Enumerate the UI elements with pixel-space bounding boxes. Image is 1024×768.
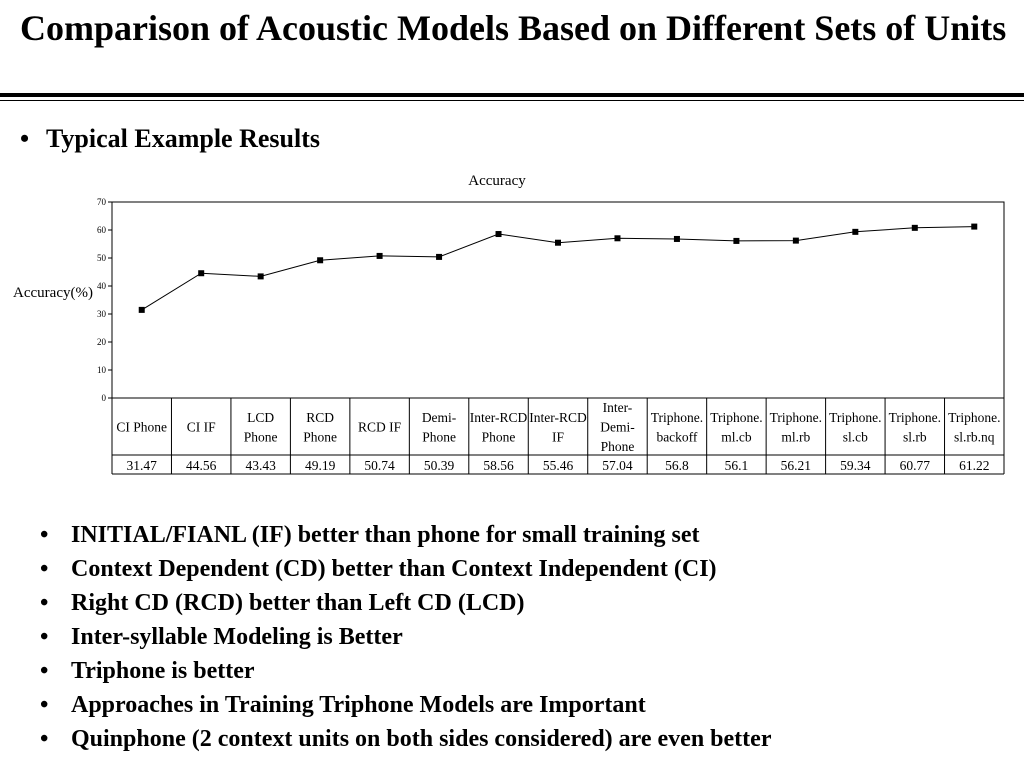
y-tick-label: 40: [97, 281, 107, 291]
category-label: Phone: [601, 439, 635, 454]
series-markers: [138, 223, 978, 313]
data-value-label: 56.8: [665, 458, 689, 473]
y-tick-label: 20: [97, 337, 107, 347]
data-point: [555, 239, 561, 246]
finding-item: Quinphone (2 context units on both sides…: [40, 722, 771, 756]
data-value-label: 58.56: [483, 458, 514, 473]
data-point: [495, 231, 502, 238]
findings-list: INITIAL/FIANL (IF) better than phone for…: [40, 518, 771, 756]
category-label: ml.rb: [781, 429, 810, 444]
category-label: RCD: [306, 410, 334, 425]
data-point: [138, 306, 145, 313]
data-point: [436, 253, 443, 260]
data-point: [673, 235, 680, 242]
slide-title: Comparison of Acoustic Models Based on D…: [20, 8, 1007, 48]
category-label: CI IF: [187, 420, 216, 435]
data-point: [198, 270, 205, 277]
y-axis-label: Accuracy(%): [13, 285, 93, 301]
data-point: [792, 237, 799, 244]
data-value-label: 59.34: [840, 458, 871, 473]
data-point: [614, 235, 621, 242]
subheading-text: Typical Example Results: [46, 124, 320, 153]
y-tick-label: 0: [102, 393, 107, 403]
category-label: sl.cb: [843, 429, 868, 444]
category-label: Triphone.: [710, 410, 762, 425]
data-value-label: 44.56: [186, 458, 217, 473]
y-tick-label: 50: [97, 253, 107, 263]
data-point: [733, 237, 740, 244]
category-label: Inter-: [603, 400, 633, 415]
category-label: CI Phone: [116, 420, 167, 435]
category-label: Phone: [422, 429, 456, 444]
data-point: [317, 257, 324, 264]
y-tick-label: 70: [97, 197, 107, 207]
accuracy-chart: Accuracy Accuracy(%) 0 10 20 30 40 50 60 70 CI …: [13, 173, 1005, 475]
category-label: Phone: [244, 429, 278, 444]
data-value-label: 56.1: [725, 458, 749, 473]
title-rule-thin: [0, 100, 1024, 101]
category-label: Demi-: [600, 420, 635, 435]
category-label: Triphone.: [948, 410, 1000, 425]
finding-item: Right CD (RCD) better than Left CD (LCD): [40, 586, 771, 620]
data-point: [257, 273, 264, 280]
category-label: Demi-: [422, 410, 457, 425]
category-label: Inter-RCD: [470, 410, 528, 425]
category-label: IF: [552, 429, 564, 444]
plot-area: [111, 201, 1005, 399]
data-value-label: 56.21: [781, 458, 811, 473]
finding-item: Approaches in Training Triphone Models a…: [40, 688, 771, 722]
subheading-bullet: •: [20, 124, 30, 153]
series-line: [141, 226, 975, 311]
y-tick-label: 60: [97, 225, 107, 235]
data-point: [911, 224, 918, 231]
category-table: CI Phone CI IF LCD Phone RCD Phone RCD IF Demi-…: [111, 398, 1005, 475]
subheading: • Typical Example Results: [20, 124, 320, 154]
category-label: LCD: [247, 410, 274, 425]
category-label: backoff: [656, 429, 697, 444]
data-value-label: 57.04: [602, 458, 633, 473]
category-label: Triphone.: [651, 410, 703, 425]
title-rule-thick: [0, 93, 1024, 97]
finding-item: Context Dependent (CD) better than Conte…: [40, 552, 771, 586]
chart-title: Accuracy: [468, 173, 526, 189]
data-value-label: 31.47: [127, 458, 158, 473]
category-label: ml.cb: [721, 429, 752, 444]
y-axis-ticks: 0 10 20 30 40 50 60 70: [97, 197, 112, 403]
category-label: Triphone.: [889, 410, 941, 425]
category-label: Phone: [482, 429, 516, 444]
data-point: [376, 252, 383, 259]
category-label: sl.rb.nq: [954, 429, 995, 444]
category-label: Phone: [303, 429, 337, 444]
finding-item: INITIAL/FIANL (IF) better than phone for…: [40, 518, 771, 552]
category-label: Triphone.: [829, 410, 881, 425]
data-value-label: 61.22: [959, 458, 989, 473]
y-tick-label: 10: [97, 365, 107, 375]
data-value-label: 43.43: [245, 458, 276, 473]
data-point: [971, 223, 978, 230]
data-value-label: 50.74: [364, 458, 395, 473]
category-label: RCD IF: [358, 420, 402, 435]
category-label: Triphone.: [770, 410, 822, 425]
data-value-label: 50.39: [424, 458, 455, 473]
data-value-label: 55.46: [543, 458, 574, 473]
y-tick-label: 30: [97, 309, 107, 319]
finding-item: Inter-syllable Modeling is Better: [40, 620, 771, 654]
data-value-label: 60.77: [900, 458, 931, 473]
category-label: sl.rb: [903, 429, 927, 444]
data-point: [852, 228, 859, 235]
data-value-label: 49.19: [305, 458, 336, 473]
category-label: Inter-RCD: [529, 410, 587, 425]
finding-item: Triphone is better: [40, 654, 771, 688]
